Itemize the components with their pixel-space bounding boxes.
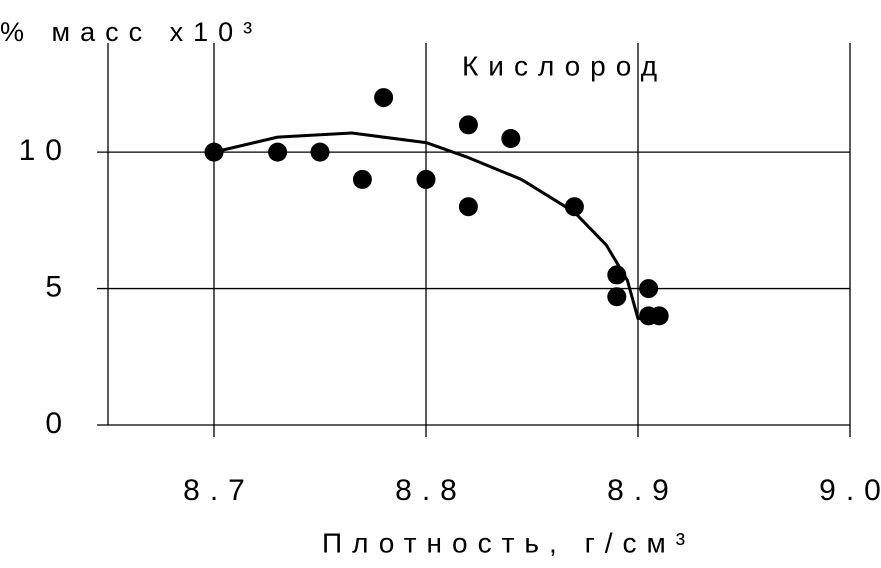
x-axis-label: Плотность, г/см³ — [322, 527, 695, 558]
y-tick-label: 10 — [19, 134, 72, 167]
fit-curve — [213, 131, 656, 321]
point — [639, 279, 659, 299]
point — [268, 142, 288, 162]
point — [374, 88, 394, 108]
y-axis-label: % масс x10³ — [0, 17, 262, 47]
y-tick-label: 0 — [45, 407, 72, 440]
point — [352, 169, 372, 189]
point — [501, 129, 521, 148]
x-tick-label: 8.7 — [183, 474, 255, 507]
point — [607, 287, 627, 307]
y-tick-label: 5 — [45, 270, 72, 303]
point — [310, 142, 330, 162]
x-tick-label: 9.0 — [819, 474, 881, 507]
annotation: Кислород — [462, 50, 667, 81]
point — [458, 197, 478, 217]
point — [649, 306, 669, 326]
x-tick-label: 8.8 — [395, 474, 467, 507]
x-tick-label: 8.9 — [607, 474, 679, 507]
point — [416, 169, 436, 189]
point — [458, 115, 478, 135]
point — [564, 197, 584, 217]
